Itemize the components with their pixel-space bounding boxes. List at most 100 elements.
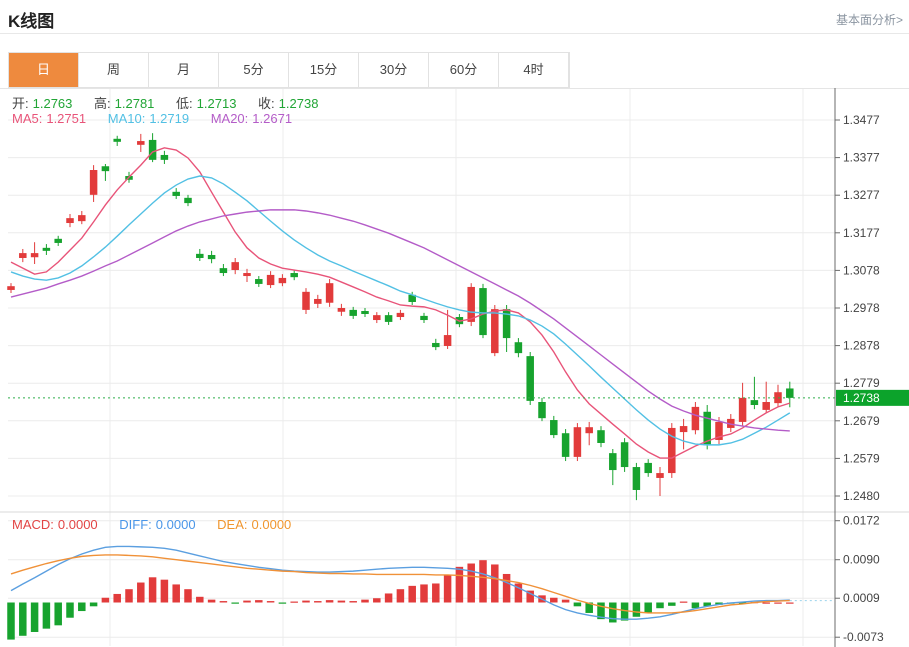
candle — [349, 309, 357, 316]
macd-bar — [19, 602, 27, 636]
macd-bar — [443, 574, 452, 603]
macd-bar — [231, 602, 239, 604]
macd-bar — [196, 596, 204, 603]
macd-bar — [479, 560, 487, 603]
macd-bar — [774, 602, 782, 604]
candle — [514, 342, 523, 354]
macd-bar — [278, 602, 287, 604]
macd-bar — [302, 600, 310, 603]
macd-bar — [290, 601, 298, 603]
tab-60分[interactable]: 60分 — [429, 53, 499, 87]
candle — [573, 427, 582, 457]
candle — [597, 430, 605, 443]
macd-line-dea — [10, 554, 790, 614]
macd-bar — [325, 600, 334, 603]
tab-月[interactable]: 月 — [149, 53, 219, 87]
macd-bar — [255, 600, 263, 603]
macd-bar — [314, 601, 322, 603]
candle — [727, 418, 735, 428]
fundamental-analysis-link[interactable]: 基本面分析> — [835, 13, 903, 27]
ma-line-ma5 — [10, 147, 791, 459]
macd-bar — [526, 590, 534, 603]
candle — [679, 426, 688, 433]
candle — [302, 291, 310, 310]
macd-bar — [266, 601, 275, 603]
candle — [467, 286, 475, 322]
candle — [550, 420, 558, 436]
candle — [172, 191, 180, 196]
macd-bar — [78, 602, 86, 612]
candle — [42, 247, 51, 251]
candle — [78, 215, 86, 222]
page-title: K线图 — [8, 12, 55, 31]
macd-bar — [432, 583, 440, 603]
macd-bar — [172, 584, 180, 603]
macd-bar — [408, 585, 416, 603]
candle — [337, 308, 346, 312]
macd-bar — [349, 601, 357, 603]
macd-bar — [550, 597, 558, 603]
ma-line-ma20 — [10, 209, 790, 432]
candle — [7, 286, 15, 290]
candle — [325, 283, 334, 303]
main-axis-label: 1.2978 — [843, 301, 880, 315]
candle — [656, 473, 664, 478]
chart-top-border — [0, 88, 909, 89]
candle — [715, 421, 723, 440]
macd-bar — [184, 589, 192, 603]
candle — [786, 388, 794, 398]
macd-bar — [66, 602, 74, 618]
candle — [113, 138, 121, 142]
macd-bar — [656, 602, 664, 609]
macd-bar — [101, 597, 110, 603]
macd-bar — [502, 573, 511, 603]
tab-4时[interactable]: 4时 — [499, 53, 569, 87]
macd-bar — [715, 602, 723, 605]
candle — [219, 268, 228, 274]
candle — [703, 411, 711, 446]
candle — [184, 197, 192, 204]
macd-bar — [455, 566, 464, 603]
macd-bar — [703, 602, 711, 607]
candle — [231, 262, 239, 271]
main-axis-label: 1.2779 — [843, 376, 880, 390]
tab-日[interactable]: 日 — [9, 53, 79, 87]
macd-bar — [219, 601, 228, 603]
candle — [750, 400, 759, 406]
tab-5分[interactable]: 5分 — [219, 53, 289, 87]
macd-bar — [491, 564, 499, 603]
candle — [137, 141, 145, 145]
macd-bar — [514, 583, 523, 603]
candle — [266, 274, 275, 286]
macd-bar — [644, 602, 652, 613]
period-tabbar: 日周月 5分 15分 30分 60分 4时 — [8, 52, 570, 88]
macd-bar — [585, 602, 593, 613]
macd-bar — [125, 589, 133, 603]
main-axis-label: 1.3277 — [843, 188, 880, 202]
candle — [384, 315, 393, 322]
candle — [609, 453, 617, 471]
main-axis-label: 1.2480 — [843, 489, 880, 503]
macd-bar — [632, 602, 641, 617]
macd-axis-label: 0.0090 — [843, 553, 880, 567]
macd-bar — [573, 602, 582, 607]
macd-bar — [243, 600, 251, 603]
candle — [644, 462, 652, 474]
tab-30分[interactable]: 30分 — [359, 53, 429, 87]
macd-bar — [42, 602, 51, 629]
macd-line-diff — [10, 545, 790, 620]
macd-bar — [396, 589, 405, 603]
candle — [66, 218, 74, 224]
macd-bar — [113, 593, 121, 603]
candle — [620, 442, 629, 468]
tab-周[interactable]: 周 — [79, 53, 149, 87]
main-axis-label: 1.2579 — [843, 451, 880, 465]
candle — [148, 139, 157, 160]
candle — [373, 315, 381, 321]
macd-bar — [160, 579, 169, 603]
ma-line-ma10 — [10, 175, 791, 446]
macd-bar — [30, 602, 39, 632]
macd-bar — [620, 602, 629, 621]
macd-bar — [467, 563, 475, 603]
tab-15分[interactable]: 15分 — [289, 53, 359, 87]
